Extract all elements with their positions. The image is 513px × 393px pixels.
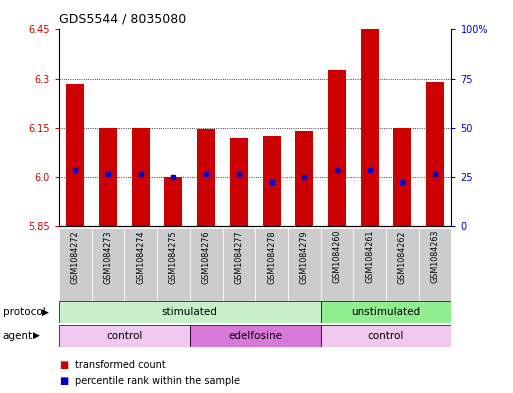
Bar [92, 228, 125, 301]
Text: agent: agent [3, 331, 33, 341]
Text: GSM1084278: GSM1084278 [267, 230, 276, 284]
Bar [124, 228, 157, 301]
Text: GSM1084261: GSM1084261 [365, 230, 374, 283]
Bar [190, 325, 321, 347]
Text: edelfosine: edelfosine [228, 331, 282, 341]
Text: GSM1084277: GSM1084277 [234, 230, 243, 284]
Bar [99, 128, 117, 226]
Bar [419, 228, 451, 301]
Text: control: control [106, 331, 143, 341]
Bar [157, 228, 190, 301]
Bar [223, 228, 255, 301]
Bar [295, 131, 313, 226]
Text: control: control [368, 331, 404, 341]
Bar [255, 228, 288, 301]
Bar [59, 301, 321, 323]
Bar [321, 301, 451, 323]
Text: ■: ■ [59, 376, 68, 386]
Text: GSM1084272: GSM1084272 [71, 230, 80, 284]
Bar [66, 83, 84, 226]
Text: ▶: ▶ [33, 331, 40, 340]
Text: GSM1084273: GSM1084273 [104, 230, 112, 284]
Bar [132, 128, 150, 226]
Text: GSM1084279: GSM1084279 [300, 230, 309, 284]
Text: unstimulated: unstimulated [351, 307, 421, 317]
Bar [59, 228, 92, 301]
Bar [288, 228, 321, 301]
Text: ▶: ▶ [42, 308, 49, 317]
Bar [328, 70, 346, 226]
Text: protocol: protocol [3, 307, 45, 317]
Text: percentile rank within the sample: percentile rank within the sample [75, 376, 241, 386]
Text: GDS5544 / 8035080: GDS5544 / 8035080 [59, 13, 186, 26]
Bar [321, 325, 451, 347]
Bar [190, 228, 223, 301]
Text: GSM1084263: GSM1084263 [430, 230, 440, 283]
Text: GSM1084276: GSM1084276 [202, 230, 211, 284]
Text: stimulated: stimulated [162, 307, 218, 317]
Bar [165, 177, 183, 226]
Bar [353, 228, 386, 301]
Text: GSM1084275: GSM1084275 [169, 230, 178, 284]
Bar [361, 29, 379, 226]
Text: GSM1084260: GSM1084260 [332, 230, 342, 283]
Bar [197, 129, 215, 226]
Text: transformed count: transformed count [75, 360, 166, 370]
Bar [426, 82, 444, 226]
Text: GSM1084262: GSM1084262 [398, 230, 407, 284]
Bar [393, 128, 411, 226]
Text: ■: ■ [59, 360, 68, 370]
Bar [230, 138, 248, 226]
Text: GSM1084274: GSM1084274 [136, 230, 145, 284]
Bar [59, 325, 190, 347]
Bar [321, 228, 353, 301]
Bar [263, 136, 281, 226]
Bar [386, 228, 419, 301]
